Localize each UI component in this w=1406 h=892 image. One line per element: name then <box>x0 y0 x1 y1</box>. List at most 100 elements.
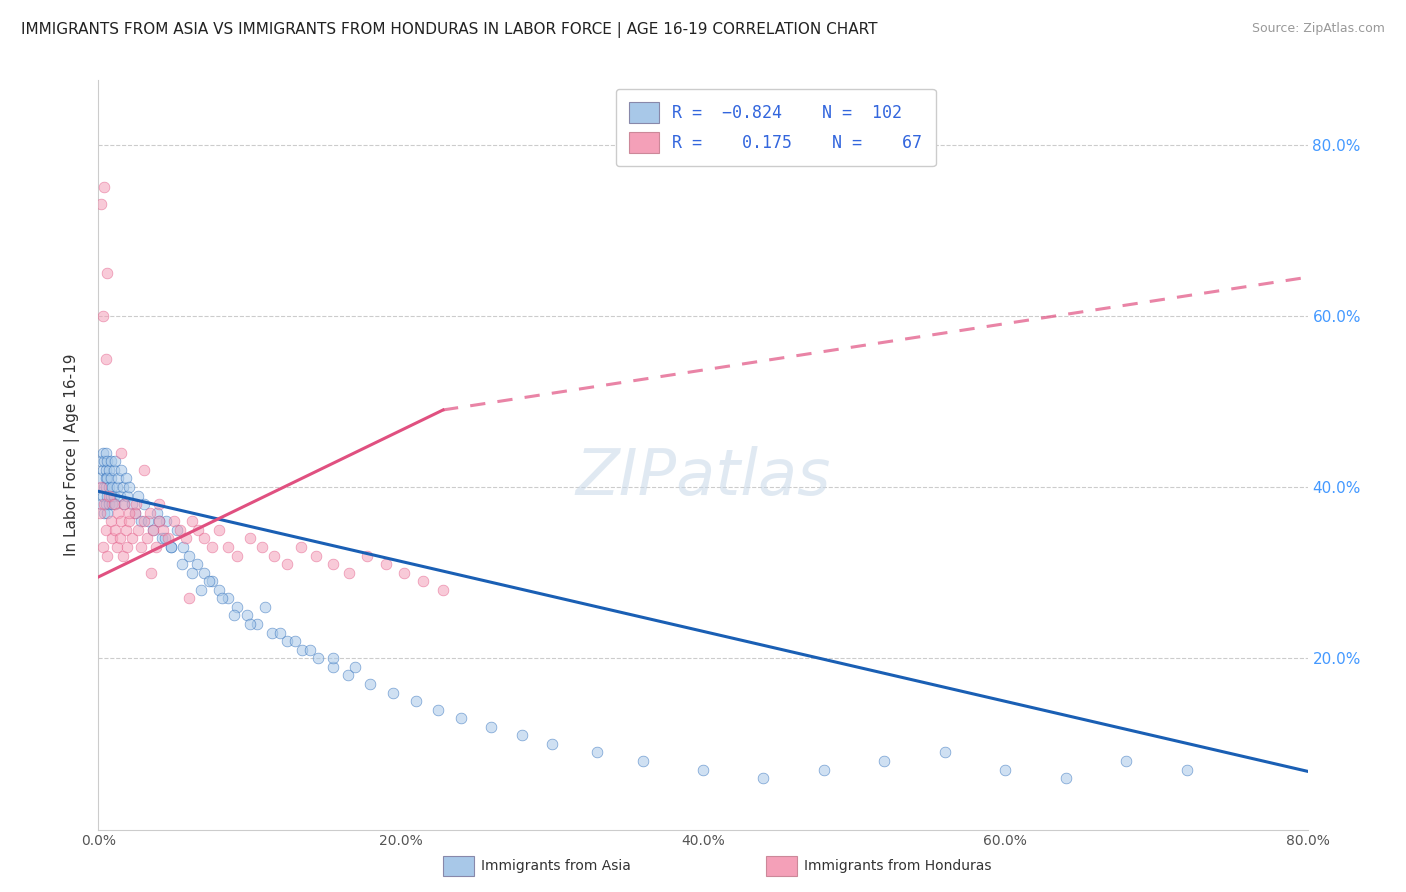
Point <box>172 540 194 554</box>
Point <box>121 497 143 511</box>
Point <box>405 694 427 708</box>
Point <box>1115 754 1137 768</box>
Point <box>135 532 157 546</box>
Point <box>112 497 135 511</box>
Point <box>118 480 141 494</box>
Point <box>101 497 124 511</box>
Point <box>631 754 654 768</box>
Point <box>299 642 322 657</box>
Point <box>91 463 114 477</box>
Point <box>374 557 396 571</box>
Point <box>269 625 291 640</box>
Point <box>201 540 224 554</box>
Point <box>110 514 132 528</box>
Point <box>360 677 382 691</box>
Point <box>305 549 328 563</box>
Point <box>94 523 117 537</box>
Point <box>91 489 114 503</box>
Point <box>152 523 174 537</box>
Point <box>193 532 215 546</box>
Point <box>239 617 262 632</box>
Point <box>114 471 136 485</box>
Text: ZIPatlas: ZIPatlas <box>575 446 831 508</box>
Point <box>217 591 239 606</box>
Point <box>510 728 533 742</box>
Point <box>166 523 188 537</box>
Point <box>392 566 415 580</box>
Point <box>98 463 121 477</box>
Point <box>93 180 115 194</box>
Point <box>197 574 219 589</box>
Point <box>132 463 155 477</box>
Point <box>94 480 117 494</box>
Point <box>104 523 127 537</box>
Point <box>107 506 129 520</box>
Point <box>211 591 233 606</box>
Point <box>169 523 191 537</box>
Point <box>170 557 193 571</box>
Point <box>127 489 149 503</box>
Point <box>112 497 135 511</box>
Text: Source: ZipAtlas.com: Source: ZipAtlas.com <box>1251 22 1385 36</box>
Point <box>100 489 122 503</box>
Point <box>382 685 405 699</box>
Point <box>96 549 118 563</box>
Point <box>118 506 141 520</box>
Point <box>934 746 956 760</box>
Point <box>103 497 125 511</box>
Point <box>127 523 149 537</box>
Point <box>142 523 165 537</box>
Point <box>105 480 128 494</box>
Point <box>93 497 115 511</box>
Point <box>145 540 167 554</box>
Point <box>98 497 121 511</box>
Point <box>179 591 201 606</box>
Point <box>115 489 138 503</box>
Point <box>110 463 132 477</box>
Point <box>187 523 209 537</box>
Point <box>427 703 450 717</box>
Point <box>105 540 128 554</box>
Point <box>179 549 201 563</box>
Point <box>873 754 896 768</box>
Legend: R =  −0.824    N =  102, R =    0.175    N =    67: R = −0.824 N = 102, R = 0.175 N = 67 <box>616 88 935 167</box>
Point <box>111 480 134 494</box>
Point <box>156 532 179 546</box>
Point <box>118 514 141 528</box>
Point <box>142 523 165 537</box>
Point <box>101 532 124 546</box>
Point <box>276 557 298 571</box>
Point <box>586 746 609 760</box>
Point <box>150 532 173 546</box>
Point <box>93 480 115 494</box>
Point <box>208 582 231 597</box>
Point <box>193 566 215 580</box>
Point <box>155 514 177 528</box>
Point <box>226 549 249 563</box>
Point <box>262 625 284 640</box>
Point <box>129 540 152 554</box>
Point <box>148 514 170 528</box>
Point <box>104 454 127 468</box>
Point <box>115 540 138 554</box>
Point <box>337 566 360 580</box>
Point <box>98 489 121 503</box>
Point <box>540 737 562 751</box>
Point <box>96 266 118 280</box>
Point <box>96 454 118 468</box>
Point <box>692 763 714 777</box>
Point <box>90 197 112 211</box>
Point <box>356 549 378 563</box>
Point <box>322 660 344 674</box>
Point <box>291 642 314 657</box>
Point <box>1175 763 1198 777</box>
Point <box>100 454 122 468</box>
Point <box>94 351 117 366</box>
Point <box>217 540 239 554</box>
Point <box>284 634 307 648</box>
Point <box>813 763 835 777</box>
Point <box>148 497 170 511</box>
Point <box>94 446 117 460</box>
Point <box>136 514 159 528</box>
Point <box>246 617 269 632</box>
